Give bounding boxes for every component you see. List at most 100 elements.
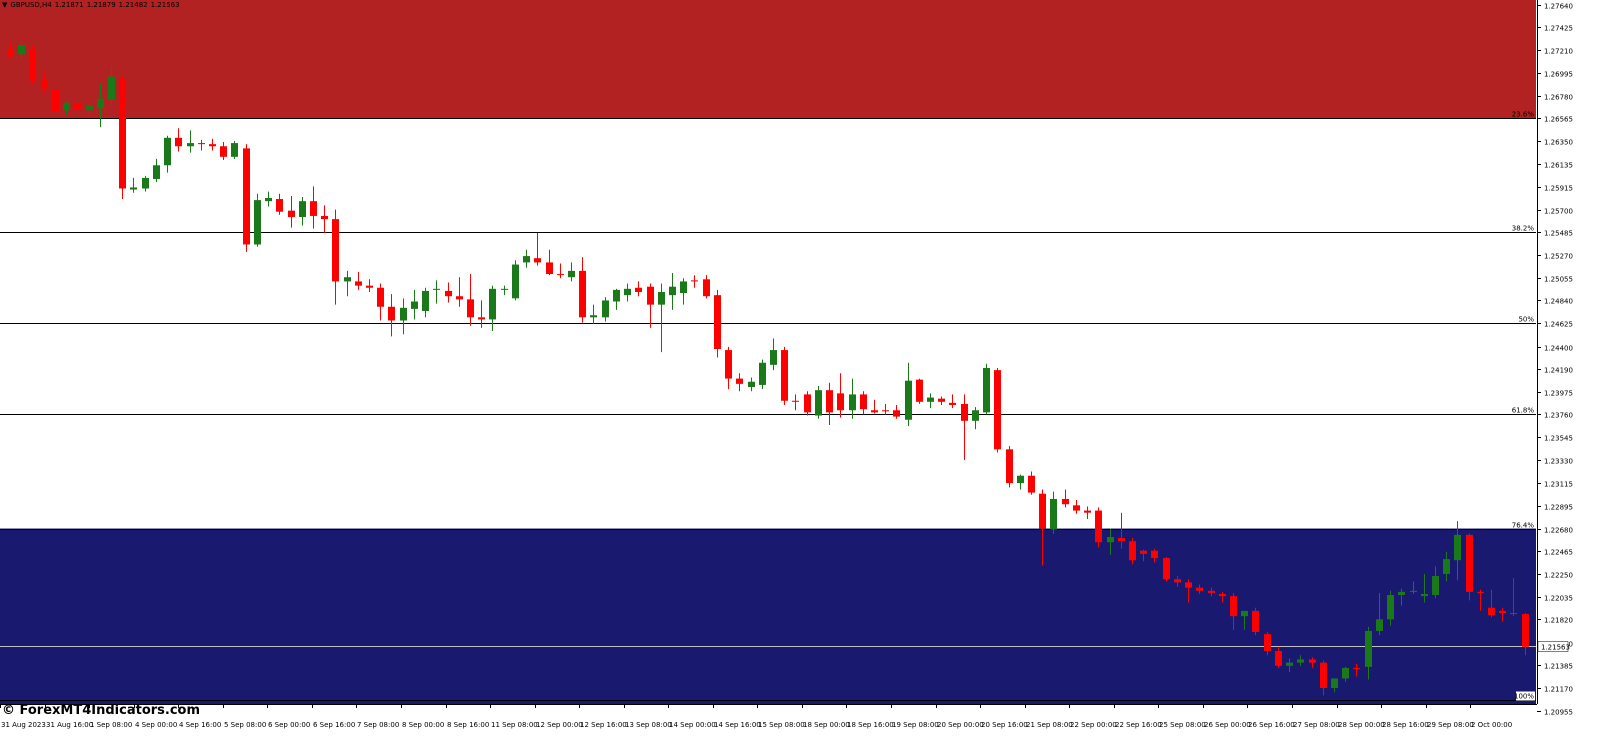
bear-candle (804, 394, 811, 413)
bull-candle (164, 137, 171, 166)
bear-candle (1062, 498, 1069, 505)
y-tick-label: 1.24840 (1544, 298, 1573, 306)
fib-label: 61.8% (1512, 407, 1535, 415)
y-tick-label: 1.25485 (1544, 230, 1573, 238)
bull-candle (142, 177, 149, 189)
bull-candle (815, 390, 822, 416)
bear-candle (893, 410, 900, 417)
x-tick-label: 26 Sep 16:00 (1248, 721, 1295, 729)
bear-candle (714, 295, 721, 350)
bear-candle (41, 79, 48, 89)
bear-candle (534, 258, 541, 263)
bull-candle (489, 288, 496, 320)
bear-candle (355, 281, 362, 286)
bear-candle (647, 286, 654, 305)
bear-candle (557, 274, 564, 276)
y-tick-label: 1.25270 (1544, 253, 1573, 261)
bull-candle (658, 291, 665, 305)
bear-candle (961, 403, 968, 421)
x-tick-label: 31 Aug 16:00 (46, 721, 93, 729)
x-tick-label: 21 Sep 08:00 (1026, 721, 1073, 729)
x-tick-label: 31 Aug 2023 (1, 721, 46, 729)
y-tick-label: 1.23545 (1544, 435, 1573, 443)
bear-candle (310, 201, 317, 216)
x-tick-label: 8 Sep 00:00 (402, 721, 444, 729)
fib-label-background (1516, 691, 1535, 701)
bear-candle (1039, 493, 1046, 529)
bear-candle (1073, 505, 1080, 511)
x-tick-label: 12 Sep 00:00 (536, 721, 583, 729)
bear-candle (478, 317, 485, 320)
bull-candle (231, 143, 238, 157)
bear-candle (546, 262, 553, 275)
chart-menu-arrow-icon[interactable]: ▼ (2, 1, 8, 9)
y-tick-label: 1.21170 (1544, 686, 1573, 694)
bull-candle (501, 288, 508, 290)
bear-candle (332, 219, 339, 282)
y-tick-label: 1.25915 (1544, 185, 1573, 193)
y-tick-label: 1.27210 (1544, 48, 1573, 56)
current-price-badge (1537, 641, 1569, 652)
y-tick-label: 1.22035 (1544, 595, 1573, 603)
bull-candle (1286, 662, 1293, 666)
bull-candle (1410, 590, 1417, 592)
bear-candle (725, 350, 732, 379)
bear-candle (1252, 610, 1259, 633)
bull-candle (590, 315, 597, 318)
y-tick-label: 1.27425 (1544, 25, 1573, 33)
bear-candle (1151, 550, 1158, 559)
bull-candle (254, 200, 261, 245)
y-tick-label: 1.24400 (1544, 345, 1573, 353)
y-tick-label: 1.27640 (1544, 3, 1573, 11)
bull-candle (153, 165, 160, 179)
high-value: 1.21879 (86, 1, 116, 9)
bear-candle (220, 146, 227, 157)
bull-candle (680, 281, 687, 294)
y-tick-label: 1.26565 (1544, 116, 1573, 124)
bear-candle (938, 398, 945, 402)
y-tick-label: 1.23975 (1544, 390, 1573, 398)
x-tick-label: 18 Sep 16:00 (847, 721, 894, 729)
bear-candle (837, 393, 844, 411)
bull-candle (1050, 498, 1057, 530)
bull-candle (905, 380, 912, 420)
bull-candle (63, 102, 70, 111)
bear-candle (288, 210, 295, 218)
bear-candle (1522, 614, 1529, 647)
bear-candle (74, 102, 81, 110)
bull-candle (523, 256, 530, 263)
bull-candle (983, 368, 990, 413)
bull-candle (624, 288, 631, 296)
bear-candle (209, 144, 216, 147)
y-tick-label: 1.23330 (1544, 458, 1573, 466)
bear-candle (29, 49, 36, 81)
close-value: 1.21563 (150, 1, 180, 9)
bear-candle (781, 350, 788, 401)
y-tick-label: 1.25700 (1544, 208, 1573, 216)
bear-candle (736, 378, 743, 384)
bear-candle (703, 279, 710, 297)
low-value: 1.21482 (118, 1, 148, 9)
bear-candle (1264, 634, 1271, 652)
y-tick-label: 1.22680 (1544, 527, 1573, 535)
bear-candle (579, 270, 586, 318)
bull-candle (1421, 594, 1428, 597)
bull-candle (1342, 667, 1349, 679)
fib-label: 100% (1514, 693, 1534, 701)
bull-candle (1297, 659, 1304, 663)
fib-label: 38.2% (1512, 225, 1535, 233)
y-tick-label: 1.26350 (1544, 139, 1573, 147)
x-tick-label: 4 Sep 00:00 (135, 721, 177, 729)
bear-candle (1028, 475, 1035, 493)
bull-candle (187, 143, 194, 147)
bear-candle (1129, 541, 1136, 561)
bull-candle (1107, 536, 1114, 543)
bear-candle (1084, 510, 1091, 513)
bear-candle (1309, 659, 1316, 663)
bull-candle (602, 300, 609, 318)
bear-candle (1196, 587, 1203, 591)
y-tick-label: 1.22250 (1544, 572, 1573, 580)
open-value: 1.21871 (54, 1, 84, 9)
bear-candle (826, 390, 833, 413)
